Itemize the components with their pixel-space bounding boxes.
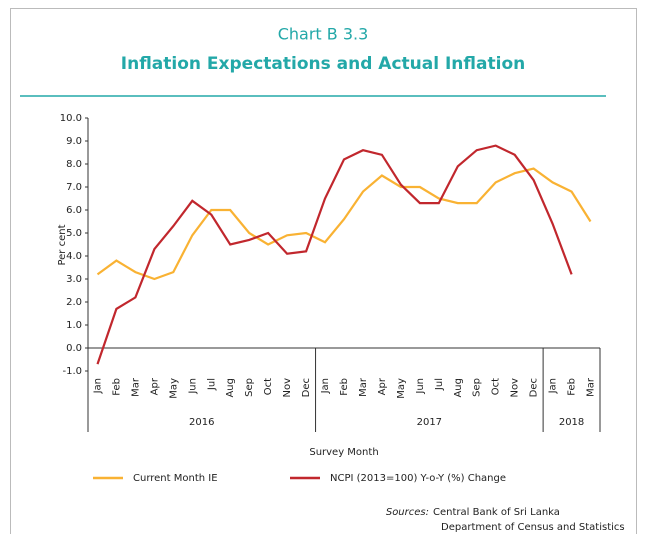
x-tick-label: Aug [453,378,464,398]
x-tick-label: Nov [282,378,293,398]
legend-label: Current Month IE [133,473,218,484]
y-tick-label: 1.0 [66,320,82,331]
source: Central Bank of Sri Lanka [433,507,560,518]
x-tick-label: Dec [529,378,540,397]
x-tick-label: Nov [510,378,521,398]
y-tick-label: 0.0 [66,343,82,354]
chart-title: Chart B 3.3 [278,25,369,44]
x-tick-label: Aug [225,378,236,398]
source: Department of Census and Statistics [441,522,625,533]
y-tick-label: 4.0 [66,251,82,262]
x-tick-label: Oct [263,378,274,395]
x-tick-label: Jun [187,378,198,395]
x-tick-label: Jul [434,378,445,391]
x-tick-label: Sep [244,378,255,397]
x-tick-label: Jul [206,378,217,391]
y-tick-label: 3.0 [66,274,82,285]
x-tick-label: May [168,378,179,399]
y-tick-label: -1.0 [62,366,82,377]
x-tick-label: Sep [472,378,483,397]
x-tick-label: May [396,378,407,399]
x-tick-label: Apr [377,377,388,395]
x-axis-label: Survey Month [309,447,378,458]
x-tick-label: Dec [301,378,312,397]
y-tick-label: 5.0 [66,228,82,239]
x-tick-label: Mar [586,377,597,397]
x-tick-label: Jan [92,378,103,394]
legend-label: NCPI (2013=100) Y-o-Y (%) Change [330,473,506,484]
series-line [96,144,573,365]
x-group-label: 2016 [189,417,214,428]
y-tick-label: 10.0 [60,113,82,124]
x-tick-label: Feb [567,378,578,396]
x-group-label: 2018 [559,417,584,428]
x-tick-label: Feb [339,378,350,396]
y-tick-label: 7.0 [66,182,82,193]
chart-subtitle: Inflation Expectations and Actual Inflat… [121,54,525,74]
x-tick-label: Mar [130,377,141,397]
y-axis-label: Per cent [57,224,68,265]
sources-label: Sources: [386,507,429,518]
x-tick-label: Jan [548,378,559,394]
x-tick-label: Jun [415,378,426,395]
y-tick-label: 2.0 [66,297,82,308]
x-group-label: 2017 [417,417,442,428]
y-tick-label: 9.0 [66,136,82,147]
x-tick-label: Feb [111,378,122,396]
x-tick-label: Oct [491,378,502,395]
y-tick-label: 8.0 [66,159,82,170]
x-tick-label: Jan [320,378,331,394]
x-tick-label: Apr [149,377,160,395]
series-line [96,167,592,281]
x-tick-label: Mar [358,377,369,397]
y-tick-label: 6.0 [66,205,82,216]
